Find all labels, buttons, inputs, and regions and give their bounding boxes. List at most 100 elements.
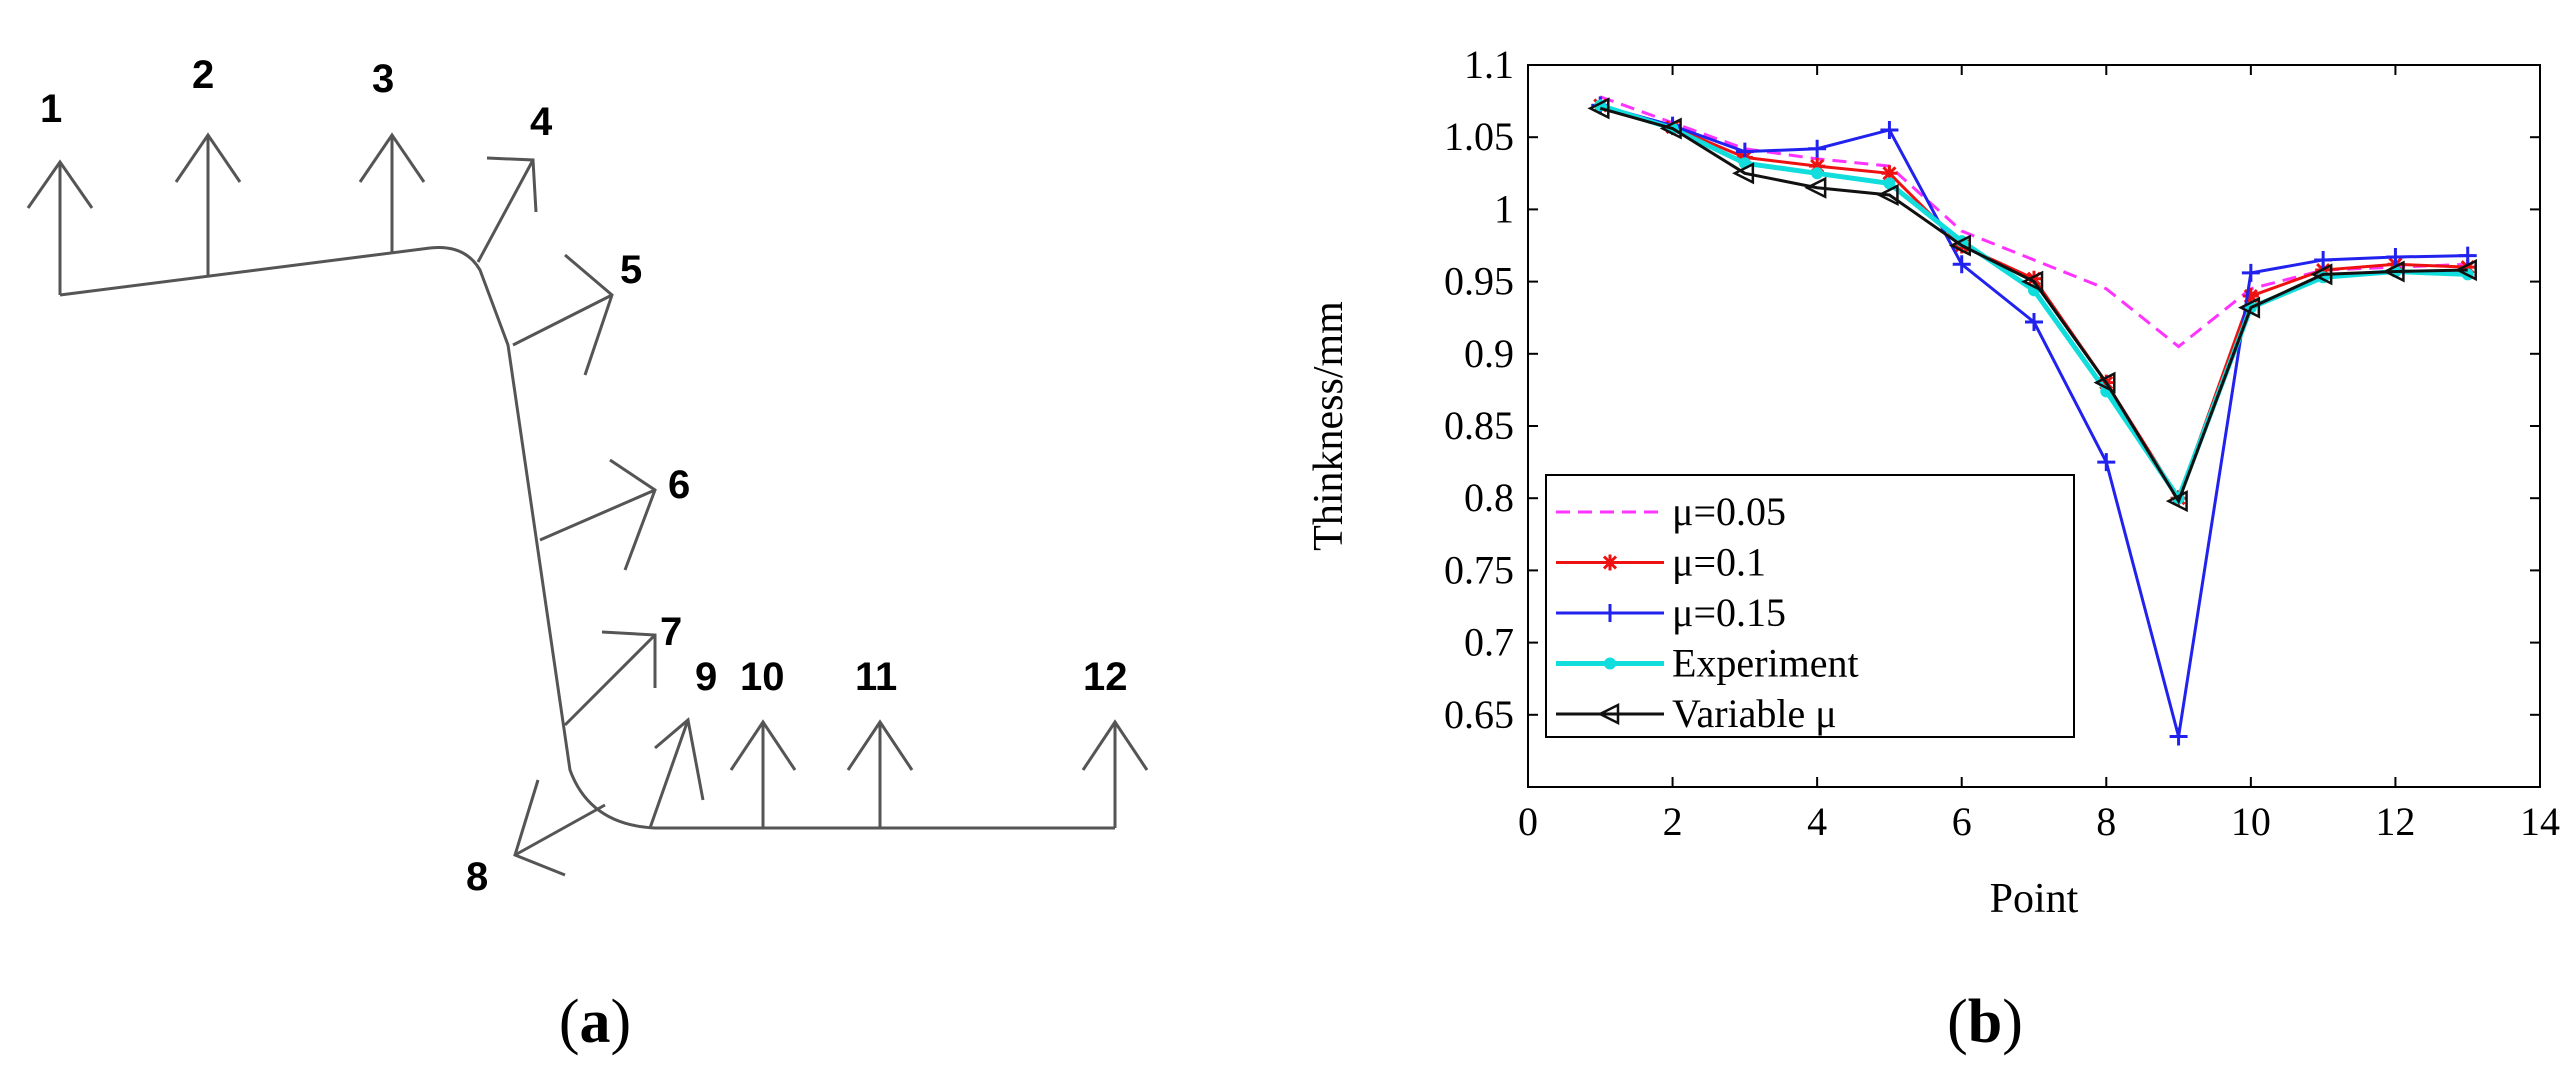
legend-item: μ=0.05 xyxy=(1556,489,1786,534)
data-point-plus xyxy=(2458,246,2477,265)
legend-label: μ=0.1 xyxy=(1672,540,1766,585)
legend-label: Variable μ xyxy=(1672,691,1837,736)
series-line xyxy=(1599,95,2468,349)
thickness-chart: 0 2 4 6 8 10 12 14 0.65 0.7 0.75 0.8 0.85 0.9 0.95 1 1.… xyxy=(1306,42,2560,922)
data-point-plus xyxy=(1952,255,1971,274)
y-tick-label: 0.95 xyxy=(1444,259,1514,304)
data-point-dot xyxy=(1883,177,1896,190)
data-point-plus xyxy=(2025,313,2043,332)
normal-arrow-6 xyxy=(539,458,657,571)
data-point-star xyxy=(1809,158,1826,175)
data-point-star xyxy=(2459,259,2476,276)
data-point-plus xyxy=(1880,120,1899,139)
data-point-plus xyxy=(2386,248,2405,267)
legend-label: Experiment xyxy=(1672,641,1859,686)
series-0 xyxy=(1599,95,2468,349)
point-label-9: 9 xyxy=(695,655,717,699)
profile-curve xyxy=(59,245,1115,830)
point-label-11: 11 xyxy=(855,655,897,699)
panel-a-diagram xyxy=(26,132,1149,877)
y-tick-label: 1.1 xyxy=(1464,42,1514,87)
data-point-triangle xyxy=(1732,162,1755,185)
data-point-triangle xyxy=(1948,234,1971,257)
point-labels: 1 2 3 4 5 6 7 8 9 10 11 12 xyxy=(40,53,1128,899)
data-point-triangle xyxy=(2310,263,2333,286)
caption-a: (a) xyxy=(559,988,631,1056)
data-point-plus xyxy=(2169,727,2188,746)
y-tick-label: 0.7 xyxy=(1464,620,1514,665)
point-label-3: 3 xyxy=(372,57,394,101)
legend-item: Variable μ xyxy=(1556,691,1837,736)
point-label-2: 2 xyxy=(192,53,214,97)
point-label-5: 5 xyxy=(620,248,642,292)
y-tick-label: 1.05 xyxy=(1444,114,1514,159)
data-point-triangle xyxy=(2454,259,2477,282)
y-ticks: 0.65 0.7 0.75 0.8 0.85 0.9 0.95 1 1.05 1.1 xyxy=(1444,42,2540,737)
normal-arrow-1 xyxy=(26,159,94,295)
data-point-triangle xyxy=(1597,702,1620,726)
y-tick-label: 0.9 xyxy=(1464,331,1514,376)
normal-arrow-3 xyxy=(358,132,426,252)
x-tick-label: 4 xyxy=(1807,799,1827,844)
data-point-triangle xyxy=(2382,260,2405,283)
legend-box xyxy=(1545,474,2075,738)
data-point-plus xyxy=(2314,250,2333,269)
x-tick-label: 6 xyxy=(1952,799,1972,844)
normal-arrow-5 xyxy=(512,253,614,376)
x-tick-label: 12 xyxy=(2375,799,2415,844)
y-tick-label: 0.85 xyxy=(1444,403,1514,448)
x-tick-label: 14 xyxy=(2520,799,2560,844)
data-point-triangle xyxy=(1876,183,1899,206)
legend-label: μ=0.05 xyxy=(1672,489,1786,534)
data-point-plus xyxy=(2097,453,2116,472)
x-tick-label: 8 xyxy=(2096,799,2116,844)
legend-item: μ=0.1 xyxy=(1556,540,1766,585)
x-ticks: 0 2 4 6 8 10 12 14 xyxy=(1518,65,2560,844)
point-label-8: 8 xyxy=(466,855,488,899)
x-tick-label: 0 xyxy=(1518,799,1538,844)
data-point-dot xyxy=(1604,657,1616,670)
svg-text:(b): (b) xyxy=(1947,988,2023,1056)
y-tick-label: 0.8 xyxy=(1464,475,1514,520)
y-tick-label: 1 xyxy=(1494,186,1514,231)
data-point-triangle xyxy=(2021,270,2044,293)
legend-item: μ=0.15 xyxy=(1556,590,1786,635)
normal-arrow-4 xyxy=(476,156,538,263)
normal-arrow-9 xyxy=(648,717,705,829)
legend-item: Experiment xyxy=(1556,641,1859,686)
series-4 xyxy=(1587,97,2477,513)
y-tick-label: 0.65 xyxy=(1444,692,1514,737)
normal-arrow-7 xyxy=(563,630,657,727)
series-layer xyxy=(1587,95,2477,746)
point-label-10: 10 xyxy=(740,655,785,699)
caption-b: (b) xyxy=(1947,988,2023,1056)
svg-text:(a): (a) xyxy=(559,988,631,1056)
data-point-star xyxy=(1881,165,1898,182)
normal-arrow-8 xyxy=(513,779,606,877)
x-axis-title: Point xyxy=(1990,876,2079,922)
point-label-6: 6 xyxy=(668,463,690,507)
point-label-12: 12 xyxy=(1083,655,1128,699)
data-point-plus xyxy=(1808,139,1827,158)
data-point-triangle xyxy=(2165,490,2188,513)
series-line xyxy=(1599,106,2468,505)
data-point-star xyxy=(2242,288,2259,305)
x-tick-label: 2 xyxy=(1663,799,1683,844)
point-label-7: 7 xyxy=(660,610,682,654)
data-point-plus xyxy=(2241,263,2260,282)
data-point-plus xyxy=(1601,604,1619,622)
normal-arrow-2 xyxy=(174,132,242,275)
y-axis-title: Thinkness/mm xyxy=(1306,301,1352,551)
legend-label: μ=0.15 xyxy=(1672,590,1786,635)
data-point-dot xyxy=(1811,167,1824,180)
normal-arrow-12 xyxy=(1081,719,1149,828)
data-point-triangle xyxy=(1659,117,1682,140)
point-label-1: 1 xyxy=(40,87,62,131)
point-label-4: 4 xyxy=(530,100,553,144)
data-point-triangle xyxy=(1804,176,1827,199)
normal-arrow-11 xyxy=(846,719,914,828)
x-tick-label: 10 xyxy=(2231,799,2271,844)
legend: μ=0.05 μ=0.1 μ=0.15 Experiment Variable μ xyxy=(1545,474,2075,738)
data-point-triangle xyxy=(2238,296,2261,319)
